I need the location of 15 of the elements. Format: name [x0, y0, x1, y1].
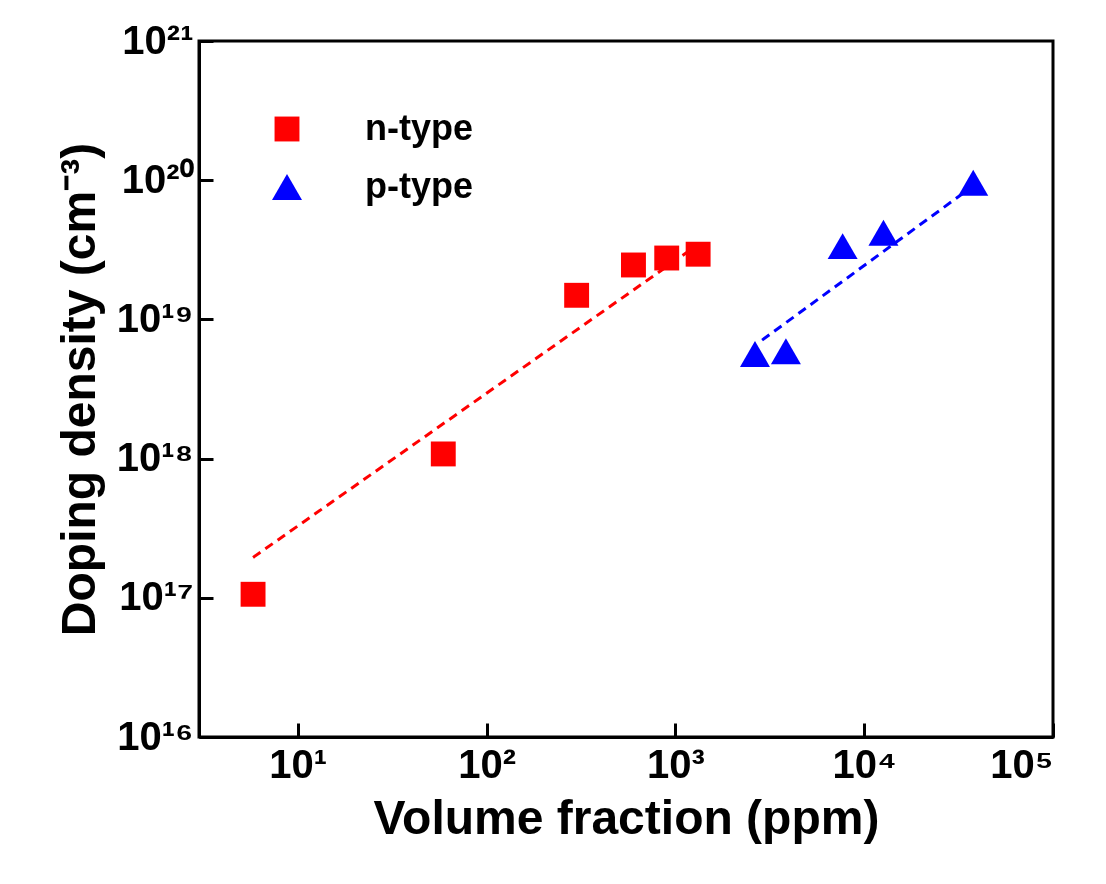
- y-tick-label: 10²⁰: [121, 156, 194, 201]
- y-tick-label: 10¹⁹: [116, 295, 194, 340]
- x-tick-label: 10⁴: [832, 741, 897, 786]
- x-tick-label: 10³: [646, 741, 705, 786]
- y-tick-label: 10¹⁶: [117, 713, 194, 758]
- y-axis-title: Doping density (cm⁻³): [51, 142, 105, 637]
- y-tick-label: 10²¹: [122, 17, 194, 62]
- y-tick-label: 10¹⁷: [119, 574, 194, 619]
- x-tick-label: 10⁵: [990, 741, 1054, 786]
- legend-label: n-type: [365, 107, 473, 148]
- x-tick-label: 10²: [458, 741, 516, 786]
- legend-label: p-type: [365, 165, 473, 206]
- x-tick-label: 10¹: [269, 741, 328, 786]
- x-axis-title: Volume fraction (ppm): [373, 790, 880, 844]
- y-tick-label: 10¹⁸: [116, 435, 194, 480]
